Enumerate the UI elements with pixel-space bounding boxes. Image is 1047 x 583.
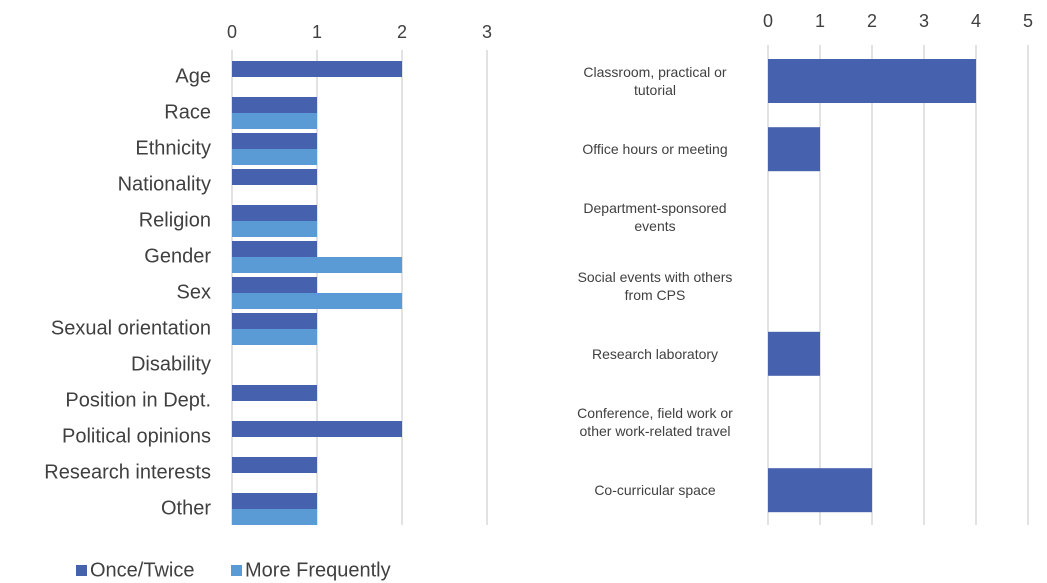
bar [232,329,317,345]
legend-swatch [231,565,242,576]
y-tick-label: Sexual orientation [51,317,211,339]
y-tick-label: Department-sponsored events [583,200,727,235]
x-tick-label: 3 [919,11,929,31]
bar [768,59,976,103]
x-tick-label: 1 [815,11,825,31]
bar [232,241,317,257]
y-tick-label: Gender [144,245,211,267]
bar [232,509,317,525]
y-tick-label: Research laboratory [591,345,719,362]
bar [232,457,317,473]
x-tick-label: 0 [763,11,773,31]
bar [232,61,402,77]
y-tick-label: Political opinions [62,425,211,447]
x-tick-label: 5 [1023,11,1033,31]
y-tick-label: Co-curricular space [594,482,716,499]
bar [232,313,317,329]
bar [232,257,402,273]
y-tick-label: Office hours or meeting [582,141,728,158]
bar [768,127,820,172]
y-tick-label: Ethnicity [135,137,211,159]
legend-label: Once/Twice [90,559,194,581]
bar [232,113,317,129]
bar [768,468,872,513]
bar [232,385,317,401]
y-tick-label: Conference, field work or other work-rel… [577,405,733,439]
y-tick-label: Nationality [118,173,211,195]
legend-label: More Frequently [245,559,391,581]
y-tick-label: Age [175,65,211,87]
legend-swatch [76,565,87,576]
y-tick-label: Religion [139,209,211,231]
x-tick-label: 2 [397,22,407,42]
y-tick-label: Disability [131,353,211,375]
y-tick-label: Classroom, practical or tutorial [583,64,727,98]
x-tick-label: 2 [867,11,877,31]
bar [232,205,317,221]
x-tick-label: 3 [482,22,492,42]
x-tick-label: 1 [312,22,322,42]
bar [232,149,317,165]
y-tick-label: Social events with others from CPS [577,268,733,303]
bar [232,221,317,237]
x-tick-label: 0 [227,22,237,42]
bar [768,331,820,376]
bar [232,293,402,309]
bar [232,133,317,149]
y-tick-label: Position in Dept. [65,389,211,411]
y-tick-label: Race [164,101,211,123]
x-tick-label: 4 [971,11,981,31]
bar [232,493,317,509]
bar [232,277,317,293]
y-tick-label: Research interests [44,461,211,483]
bar [232,169,317,185]
y-tick-label: Sex [177,281,211,303]
y-tick-label: Other [161,497,211,519]
bar [232,421,402,437]
bar [232,97,317,113]
